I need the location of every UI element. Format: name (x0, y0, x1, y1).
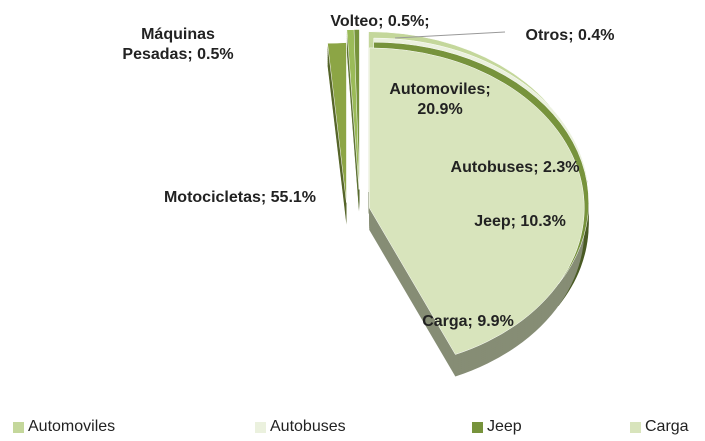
legend-label: Carga (645, 418, 689, 435)
legend-label: Autobuses (270, 418, 346, 435)
legend-swatch (472, 421, 483, 433)
data-label: Jeep; 10.3% (474, 213, 566, 230)
legend-swatch (13, 421, 24, 433)
legend-item: Jeep (472, 418, 522, 436)
legend-label: Jeep (487, 418, 522, 435)
legend-label: Automoviles (28, 418, 116, 435)
data-label: Otros; 0.4% (525, 27, 615, 44)
legend-swatch (255, 421, 266, 433)
data-label: Carga; 9.9% (422, 313, 514, 330)
legend-swatch (630, 421, 641, 433)
data-label: Motocicletas; 55.1% (163, 189, 317, 206)
slice (369, 47, 585, 355)
slice (353, 29, 360, 190)
legend-item: Carga (630, 418, 689, 436)
legend-item: Automoviles (13, 418, 115, 436)
data-label: Volteo; 0.5%; (330, 13, 430, 30)
legend-item: Autobuses (255, 418, 346, 436)
data-label: Automoviles; 20.9% (389, 81, 491, 118)
data-label: Autobuses; 2.3% (450, 159, 580, 176)
slice (327, 42, 347, 203)
data-label: Máquinas Pesadas; 0.5% (122, 26, 234, 63)
leader-line (394, 31, 506, 39)
slices (327, 29, 589, 355)
